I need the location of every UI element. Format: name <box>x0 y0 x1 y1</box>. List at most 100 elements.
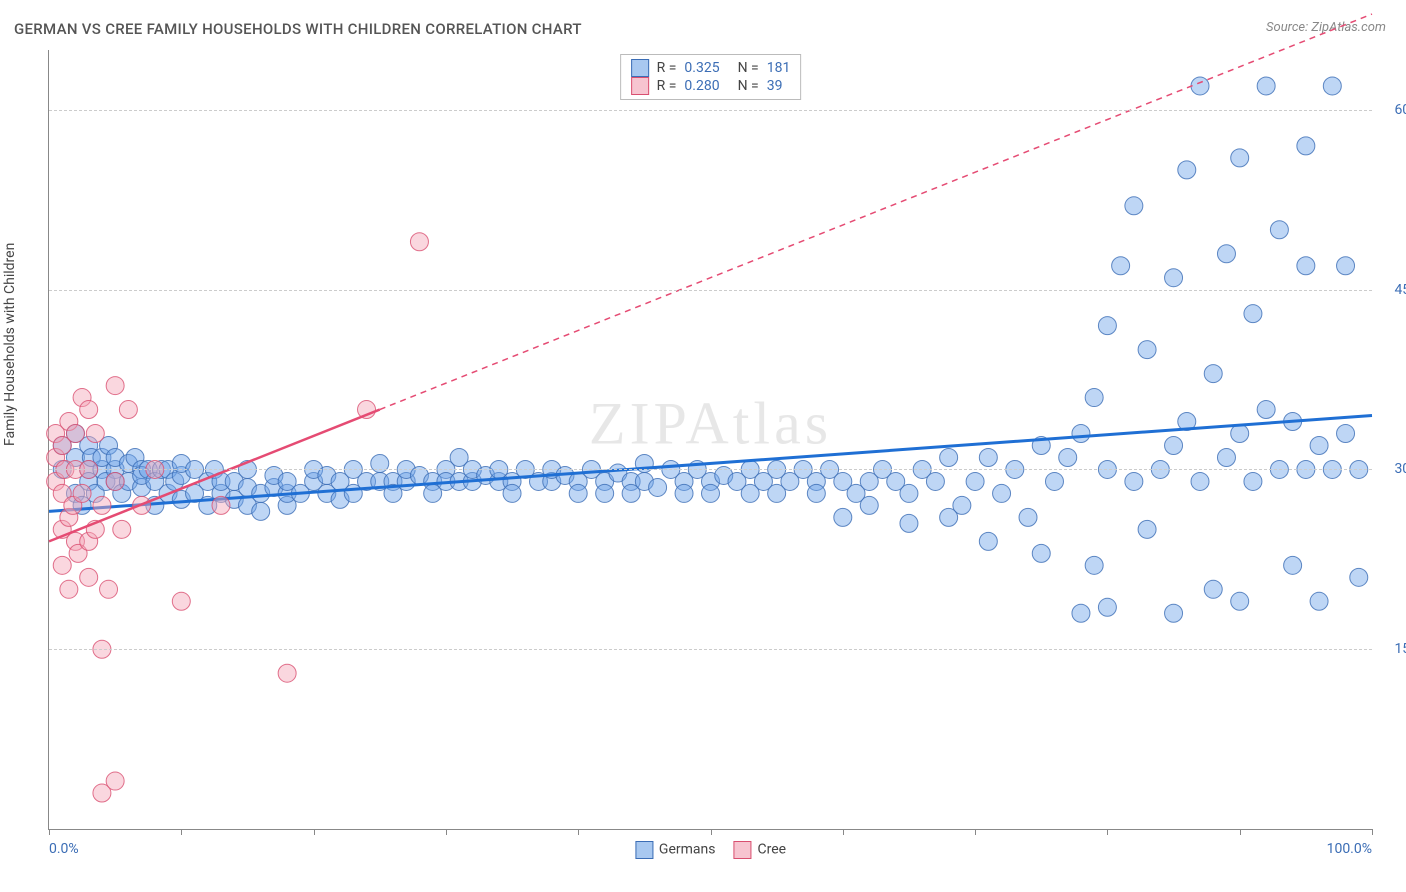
scatter-point <box>993 484 1011 502</box>
scatter-point <box>1323 77 1341 95</box>
scatter-point <box>119 401 137 419</box>
y-axis-label: Family Households with Children <box>2 243 18 446</box>
scatter-point <box>1125 472 1143 490</box>
legend-n-label: N = <box>738 60 759 76</box>
ytick-label: 15.0% <box>1394 641 1406 657</box>
scatter-point <box>1337 257 1355 275</box>
xtick <box>314 829 315 835</box>
gridline <box>49 469 1372 470</box>
scatter-point <box>702 484 720 502</box>
scatter-point <box>1165 436 1183 454</box>
xtick <box>1372 829 1373 835</box>
legend-n-value: 181 <box>767 60 791 76</box>
xtick-label-min: 0.0% <box>49 841 79 857</box>
series-legend: Germans Cree <box>635 841 786 859</box>
scatter-point <box>1350 568 1368 586</box>
legend-item-cree: Cree <box>733 841 786 859</box>
scatter-point <box>1270 221 1288 239</box>
xtick <box>843 829 844 835</box>
scatter-point <box>1059 448 1077 466</box>
scatter-point <box>106 472 124 490</box>
scatter-point <box>80 401 98 419</box>
scatter-point <box>1297 257 1315 275</box>
scatter-svg <box>49 50 1372 829</box>
scatter-point <box>212 496 230 514</box>
legend-swatch-germans <box>631 59 649 77</box>
scatter-point <box>979 448 997 466</box>
scatter-point <box>1098 317 1116 335</box>
xtick <box>446 829 447 835</box>
scatter-point <box>1297 137 1315 155</box>
scatter-point <box>1231 425 1249 443</box>
scatter-point <box>900 484 918 502</box>
scatter-point <box>106 377 124 395</box>
scatter-point <box>1085 556 1103 574</box>
scatter-point <box>1178 161 1196 179</box>
legend-label: Germans <box>659 842 716 858</box>
scatter-point <box>569 484 587 502</box>
scatter-point <box>1072 425 1090 443</box>
scatter-point <box>1098 598 1116 616</box>
scatter-point <box>410 233 428 251</box>
scatter-point <box>979 532 997 550</box>
source-label: Source: ZipAtlas.com <box>1266 20 1386 35</box>
scatter-point <box>926 472 944 490</box>
scatter-point <box>1165 269 1183 287</box>
xtick <box>975 829 976 835</box>
scatter-point <box>113 520 131 538</box>
xtick-label-max: 100.0% <box>1327 841 1372 857</box>
xtick <box>181 829 182 835</box>
scatter-point <box>649 478 667 496</box>
scatter-point <box>1257 401 1275 419</box>
scatter-point <box>1310 592 1328 610</box>
scatter-point <box>100 580 118 598</box>
legend-item-germans: Germans <box>635 841 716 859</box>
gridline <box>49 649 1372 650</box>
scatter-point <box>1165 604 1183 622</box>
gridline <box>49 290 1372 291</box>
scatter-point <box>1337 425 1355 443</box>
scatter-point <box>1204 365 1222 383</box>
xtick <box>578 829 579 835</box>
scatter-point <box>1231 149 1249 167</box>
scatter-point <box>1244 472 1262 490</box>
legend-row: R = 0.325 N = 181 <box>631 59 791 77</box>
plot-area: ZIPAtlas R = 0.325 N = 181 R = 0.280 N =… <box>48 50 1372 830</box>
scatter-point <box>1045 472 1063 490</box>
scatter-point <box>1085 389 1103 407</box>
gridline <box>49 110 1372 111</box>
scatter-point <box>172 592 190 610</box>
scatter-point <box>86 425 104 443</box>
scatter-point <box>252 502 270 520</box>
legend-n-value: 39 <box>767 78 783 94</box>
xtick <box>1107 829 1108 835</box>
scatter-point <box>1072 604 1090 622</box>
legend-row: R = 0.280 N = 39 <box>631 77 791 95</box>
scatter-point <box>80 568 98 586</box>
scatter-point <box>1217 448 1235 466</box>
scatter-point <box>1204 580 1222 598</box>
scatter-point <box>1019 508 1037 526</box>
scatter-point <box>1191 472 1209 490</box>
legend-r-value: 0.280 <box>684 78 719 94</box>
scatter-point <box>966 472 984 490</box>
scatter-point <box>1244 305 1262 323</box>
scatter-point <box>1257 77 1275 95</box>
scatter-point <box>53 556 71 574</box>
ytick-label: 45.0% <box>1394 282 1406 298</box>
scatter-point <box>1112 257 1130 275</box>
ytick-label: 30.0% <box>1394 461 1406 477</box>
scatter-point <box>1125 197 1143 215</box>
scatter-point <box>940 448 958 466</box>
scatter-point <box>1032 544 1050 562</box>
scatter-point <box>596 484 614 502</box>
scatter-point <box>1231 592 1249 610</box>
xtick <box>49 829 50 835</box>
scatter-point <box>834 508 852 526</box>
scatter-point <box>66 425 84 443</box>
scatter-point <box>503 484 521 502</box>
legend-swatch-germans <box>635 841 653 859</box>
scatter-point <box>60 580 78 598</box>
scatter-point <box>73 484 91 502</box>
scatter-point <box>900 514 918 532</box>
